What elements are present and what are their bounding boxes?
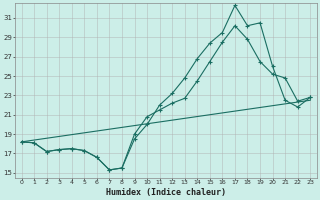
- X-axis label: Humidex (Indice chaleur): Humidex (Indice chaleur): [106, 188, 226, 197]
